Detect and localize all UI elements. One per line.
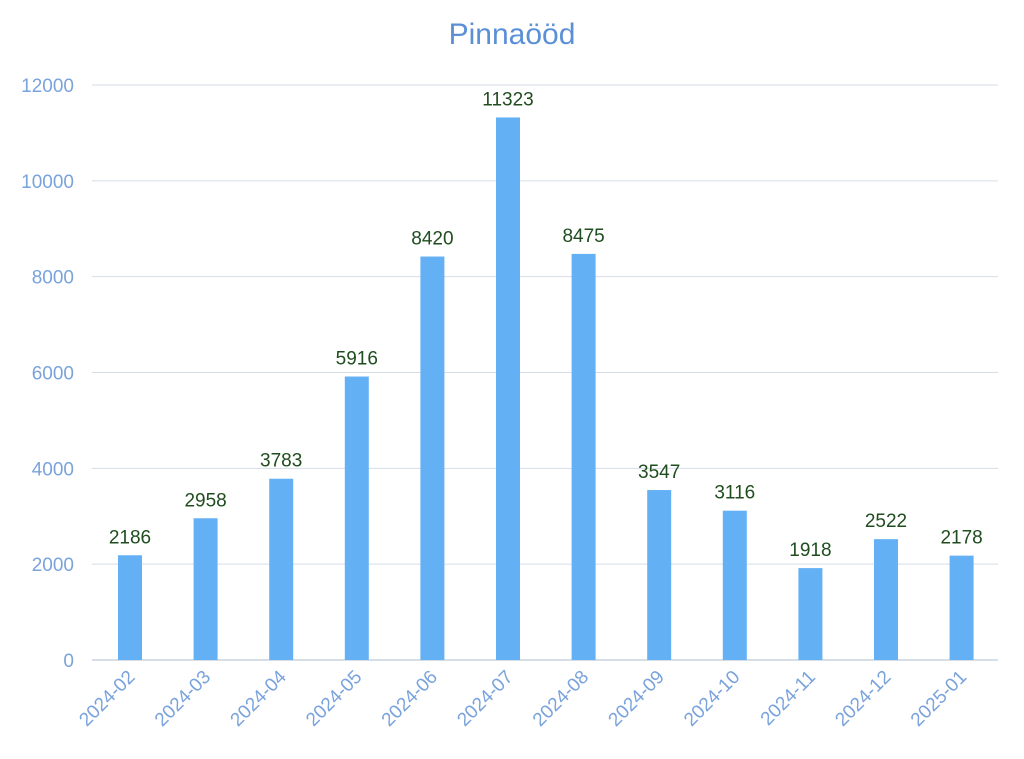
data-labels: 2186 2958 3783 5916 8420 11323 8475 3547 3116 191… xyxy=(109,89,983,561)
y-tick-label: 12000 xyxy=(21,76,74,97)
bar xyxy=(798,568,823,660)
data-label: 2178 xyxy=(940,528,982,549)
x-tick-label: 2024-04 xyxy=(227,666,291,730)
data-label: 3116 xyxy=(714,483,755,504)
data-label: 2186 xyxy=(109,527,151,548)
data-label: 8420 xyxy=(411,229,453,250)
bar xyxy=(647,490,672,660)
x-tick-label: 2024-11 xyxy=(757,667,820,730)
bars xyxy=(118,117,974,661)
bar xyxy=(420,256,445,660)
x-tick-label: 2024-03 xyxy=(151,667,215,731)
x-tick-label: 2024-12 xyxy=(831,667,895,731)
data-label: 5916 xyxy=(336,349,378,370)
bar xyxy=(344,376,369,660)
y-tick-label: 8000 xyxy=(32,268,74,289)
bar xyxy=(118,555,142,660)
bar xyxy=(269,478,294,660)
x-tick-label: 2024-10 xyxy=(680,667,744,731)
data-label: 8475 xyxy=(562,226,604,247)
data-label: 3547 xyxy=(638,462,680,483)
bar xyxy=(496,117,520,661)
y-tick-label: 0 xyxy=(63,651,74,672)
data-label: 2522 xyxy=(865,511,907,532)
y-tick-label: 10000 xyxy=(21,172,74,193)
x-tick-label: 2024-06 xyxy=(378,667,442,731)
data-label: 1918 xyxy=(789,540,831,561)
y-axis-ticks: 0 2000 4000 6000 8000 10000 12000 xyxy=(21,76,74,672)
x-tick-label: 2025-01 xyxy=(907,667,971,731)
x-tick-label: 2024-07 xyxy=(453,667,517,731)
x-tick-label: 2024-09 xyxy=(605,667,669,731)
chart-title: Pinnaööd xyxy=(448,18,576,51)
gridlines xyxy=(92,84,998,661)
bar xyxy=(949,555,974,660)
bar xyxy=(722,510,747,660)
x-tick-label: 2024-05 xyxy=(302,667,366,731)
bar xyxy=(193,518,218,660)
y-tick-label: 2000 xyxy=(32,555,74,576)
bar xyxy=(874,539,898,660)
x-tick-label: 2024-08 xyxy=(529,667,593,731)
x-axis-ticks: 2024-02 2024-03 2024-04 2024-05 2024-06 2024-… xyxy=(75,666,971,730)
y-tick-label: 6000 xyxy=(32,364,74,385)
data-label: 3783 xyxy=(260,451,302,472)
bar xyxy=(571,253,596,660)
data-label: 2958 xyxy=(184,490,226,511)
x-tick-label: 2024-02 xyxy=(75,667,139,731)
data-label: 11323 xyxy=(482,89,533,110)
y-tick-label: 4000 xyxy=(32,459,74,480)
